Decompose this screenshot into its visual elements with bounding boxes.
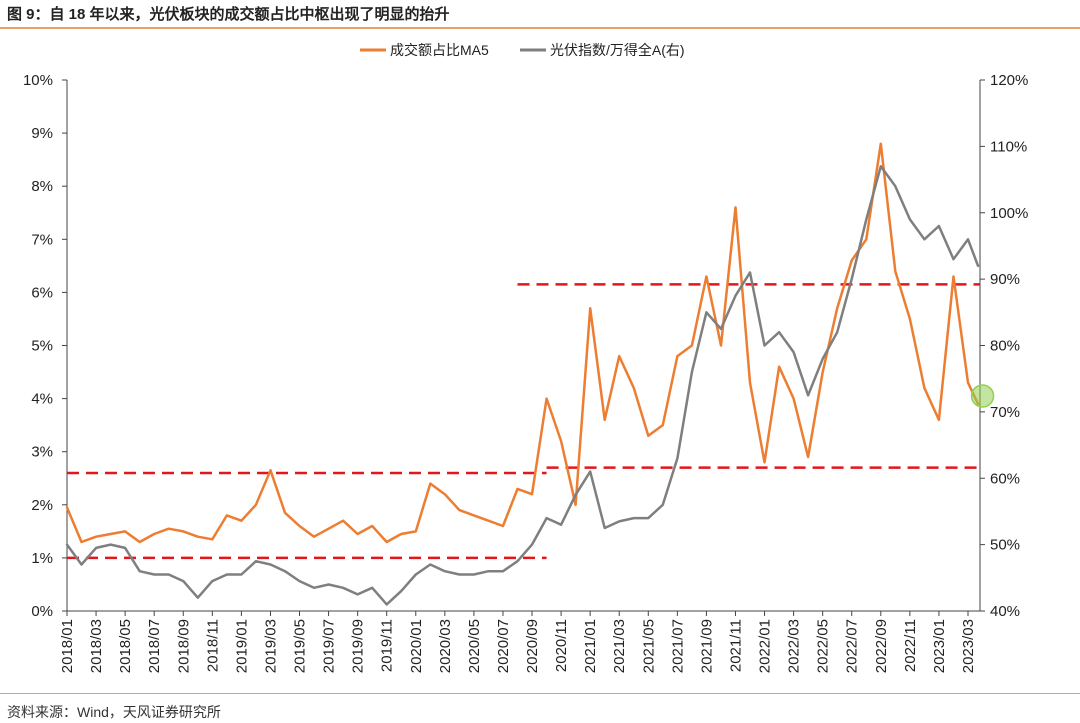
x-tick-label: 2021/01 (582, 619, 599, 673)
y-right-tick-label: 40% (990, 603, 1020, 620)
x-tick-label: 2018/03 (88, 619, 105, 673)
x-tick-label: 2022/03 (786, 619, 803, 673)
x-tick-label: 2019/03 (262, 619, 279, 673)
series-line-turnover-ratio (65, 142, 980, 544)
x-tick-label: 2021/07 (669, 619, 686, 673)
marker-group (970, 384, 995, 408)
x-tick-label: 2018/01 (59, 619, 76, 673)
x-tick-label: 2021/09 (698, 619, 715, 673)
x-tick-label: 2018/11 (204, 619, 221, 672)
x-tick-label: 2018/07 (146, 619, 163, 673)
chart-title: 图 9：自 18 年以来，光伏板块的成交额占比中枢出现了明显的抬升 (7, 6, 450, 23)
x-tick-label: 2022/11 (902, 619, 919, 672)
x-tick-label: 2019/09 (350, 619, 367, 673)
axes: 0% 1% 2% 3% 4% 5% 6% 7% 8% 9% 10% 40% 50% 60% 70% 80% 90… (23, 72, 1028, 673)
y-left-tick-label: 5% (31, 338, 53, 355)
y-right-tick-label: 70% (990, 404, 1020, 421)
y-right-tick-label: 120% (990, 72, 1028, 89)
y-left-tick-label: 7% (31, 231, 53, 248)
x-tick-label: 2019/05 (292, 619, 309, 673)
x-tick-label: 2022/07 (844, 619, 861, 673)
x-tick-label: 2019/11 (379, 619, 396, 672)
y-left-tick-label: 10% (23, 72, 53, 89)
y-right-tick-label: 80% (990, 338, 1020, 355)
reference-lines (67, 283, 980, 560)
bottom-rule (0, 693, 1080, 694)
y-left-tick-label: 8% (31, 178, 53, 195)
y-left-tick-label: 1% (31, 550, 53, 567)
series-line-pv-index-ratio (65, 165, 980, 606)
x-tick-label: 2020/05 (466, 619, 483, 673)
x-tick-label: 2020/07 (495, 619, 512, 673)
y-right-tick-label: 50% (990, 537, 1020, 554)
x-tick-label: 2021/11 (727, 619, 744, 672)
chart-svg: 0% 1% 2% 3% 4% 5% 6% 7% 8% 9% 10% 40% 50% 60% 70% 80% 90… (23, 42, 1028, 673)
y-left-tick-label: 9% (31, 125, 53, 142)
y-left-tick-label: 0% (31, 603, 53, 620)
x-tick-label: 2018/09 (175, 619, 192, 673)
x-tick-label: 2019/07 (321, 619, 338, 673)
legend-label-pv-index: 光伏指数/万得全A(右) (550, 42, 685, 58)
title-rule (0, 27, 1080, 29)
x-tick-label: 2020/01 (408, 619, 425, 673)
x-tick-label: 2020/11 (553, 619, 570, 672)
legend: 成交额占比MA5 光伏指数/万得全A(右) (360, 42, 685, 58)
series-group (65, 142, 980, 606)
y-left-tick-label: 2% (31, 497, 53, 514)
source-note: 资料来源：Wind，天风证券研究所 (7, 704, 221, 720)
x-tick-label: 2022/01 (757, 619, 774, 673)
x-tick-label: 2018/05 (117, 619, 134, 673)
x-tick-label: 2021/03 (611, 619, 628, 673)
y-right-tick-label: 90% (990, 271, 1020, 288)
x-tick-label: 2022/05 (815, 619, 832, 673)
x-tick-label: 2023/01 (931, 619, 948, 673)
x-tick-label: 2023/03 (960, 619, 977, 673)
highlight-marker (970, 384, 995, 408)
y-right-tick-label: 110% (990, 138, 1027, 155)
y-right-tick-label: 100% (990, 205, 1028, 222)
x-tick-label: 2021/05 (640, 619, 657, 673)
legend-label-turnover: 成交额占比MA5 (390, 42, 489, 58)
y-left-tick-label: 4% (31, 391, 53, 408)
y-right-tick-label: 60% (990, 470, 1020, 487)
y-left-tick-label: 3% (31, 444, 53, 461)
x-tick-label: 2019/01 (233, 619, 250, 673)
x-tick-label: 2022/09 (873, 619, 890, 673)
y-left-tick-label: 6% (31, 284, 53, 301)
x-tick-label: 2020/09 (524, 619, 541, 673)
x-tick-label: 2020/03 (437, 619, 454, 673)
